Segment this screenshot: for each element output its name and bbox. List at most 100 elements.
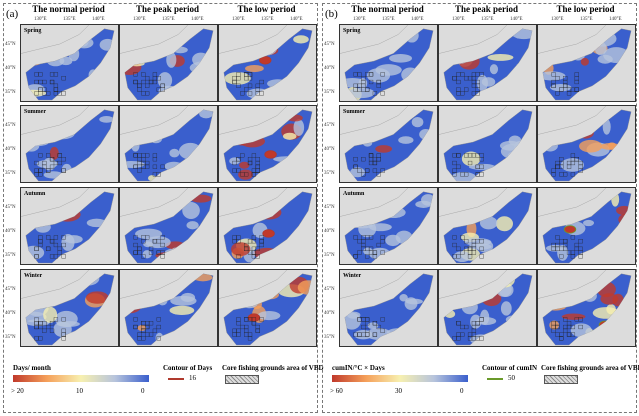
lon-tick: 140°E — [510, 17, 523, 22]
colorbar-title: Days/ month — [13, 364, 51, 372]
map-panel: Autumn — [339, 187, 438, 265]
column-title: The peak period — [135, 4, 199, 14]
core-fishing-grid — [452, 153, 484, 177]
core-fishing-grid — [133, 317, 161, 341]
hatch-swatch — [544, 375, 578, 384]
colorbar-tick: 10 — [76, 387, 83, 395]
core-fishing-grid — [34, 317, 66, 341]
map-panel — [438, 24, 537, 102]
lon-tick: 135°E — [261, 17, 274, 22]
lat-tick: 35°N — [324, 171, 335, 176]
season-label: Spring — [343, 28, 361, 34]
hatch-legend-title: Core fishing grounds area of VBD — [222, 364, 324, 372]
colorbar — [332, 375, 468, 382]
contour-line-swatch — [168, 378, 184, 380]
map-panel: Spring — [339, 24, 438, 102]
column-title: The low period — [237, 4, 296, 14]
contour-legend-title: Contour of cumIN — [482, 364, 538, 372]
map-panel — [537, 187, 636, 265]
lat-tick: 40°N — [324, 147, 335, 152]
core-fishing-grid — [353, 235, 385, 259]
lon-tick: 130°E — [133, 17, 146, 22]
colorbar — [13, 375, 149, 382]
map-panel — [438, 269, 537, 347]
lon-tick: 130°E — [353, 17, 366, 22]
season-label: Autumn — [24, 191, 46, 197]
lon-tick: 135°E — [162, 17, 175, 22]
lat-tick: 35°N — [5, 253, 16, 258]
season-label: Summer — [24, 109, 46, 115]
contour-line-swatch — [487, 378, 503, 380]
map-panel — [119, 24, 218, 102]
season-label: Spring — [24, 28, 42, 34]
core-fishing-grid — [551, 72, 579, 96]
map-panel — [218, 24, 317, 102]
core-fishing-grid — [452, 317, 484, 341]
core-fishing-grid — [452, 235, 484, 259]
season-label: Winter — [24, 273, 43, 279]
panel-label: (b) — [325, 8, 338, 20]
lon-tick: 130°E — [551, 17, 564, 22]
lon-tick: 135°E — [382, 17, 395, 22]
lat-tick: 45°N — [324, 205, 335, 210]
hatch-swatch — [225, 375, 259, 384]
lat-tick: 45°N — [324, 123, 335, 128]
lat-tick: 40°N — [324, 229, 335, 234]
panel-group-0 — [3, 3, 318, 413]
map-panel: Spring — [20, 24, 119, 102]
lon-tick: 130°E — [34, 17, 47, 22]
map-panel: Winter — [20, 269, 119, 347]
column-title: The low period — [556, 4, 615, 14]
lat-tick: 45°N — [5, 123, 16, 128]
lat-tick: 40°N — [5, 311, 16, 316]
panel-label: (a) — [6, 8, 19, 20]
lat-tick: 40°N — [5, 229, 16, 234]
lat-tick: 45°N — [5, 205, 16, 210]
map-panel — [537, 105, 636, 183]
core-fishing-grid — [34, 153, 66, 177]
lon-tick: 135°E — [481, 17, 494, 22]
map-panel — [119, 105, 218, 183]
core-fishing-grid — [232, 235, 264, 259]
colorbar-tick: 30 — [395, 387, 402, 395]
colorbar-tick: > 60 — [330, 387, 343, 395]
core-fishing-grid — [133, 72, 165, 96]
core-fishing-grid — [452, 72, 484, 96]
core-fishing-grid — [353, 72, 385, 96]
lon-tick: 140°E — [609, 17, 622, 22]
lon-tick: 140°E — [411, 17, 424, 22]
map-panel: Summer — [339, 105, 438, 183]
core-fishing-grid — [133, 153, 165, 177]
core-fishing-grid — [232, 153, 260, 177]
core-fishing-grid — [232, 317, 264, 341]
lat-tick: 35°N — [5, 335, 16, 340]
core-fishing-grid — [353, 153, 385, 177]
map-panel — [537, 269, 636, 347]
colorbar-title: cumIN/°C × Days — [332, 364, 385, 372]
map-panel: Winter — [339, 269, 438, 347]
lat-tick: 45°N — [324, 42, 335, 47]
lon-tick: 130°E — [232, 17, 245, 22]
contour-legend-title: Contour of Days — [163, 364, 213, 372]
lat-tick: 45°N — [5, 287, 16, 292]
colorbar-tick: 0 — [141, 387, 145, 395]
lat-tick: 40°N — [324, 311, 335, 316]
lat-tick: 45°N — [5, 42, 16, 47]
lon-tick: 140°E — [290, 17, 303, 22]
lon-tick: 140°E — [191, 17, 204, 22]
core-fishing-grid — [551, 317, 583, 341]
season-label: Autumn — [343, 191, 365, 197]
map-panel — [438, 105, 537, 183]
map-panel — [218, 187, 317, 265]
lat-tick: 35°N — [324, 335, 335, 340]
core-fishing-grid — [551, 235, 583, 259]
lat-tick: 40°N — [324, 66, 335, 71]
column-title: The peak period — [454, 4, 518, 14]
core-fishing-grid — [353, 317, 385, 337]
core-fishing-grid — [34, 72, 66, 96]
contour-value: 50 — [508, 374, 515, 382]
lon-tick: 130°E — [452, 17, 465, 22]
lat-tick: 40°N — [5, 66, 16, 71]
map-panel: Autumn — [20, 187, 119, 265]
